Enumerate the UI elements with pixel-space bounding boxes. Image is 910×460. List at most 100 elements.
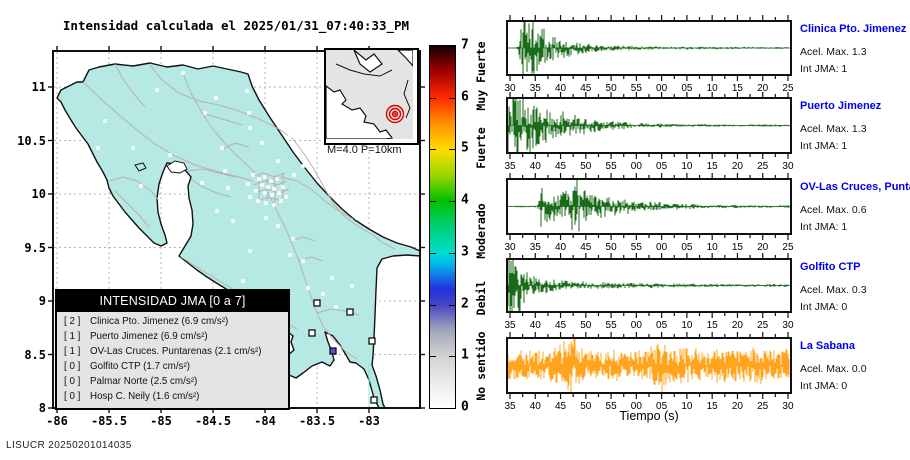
station-dot [355,216,359,220]
waveform-x-tick-label: 10 [681,161,693,172]
waveform-x-tick-label: 40 [529,320,541,331]
map-x-tick-label: -86 [46,414,68,428]
legend-intensity-bracket: [ 2 ] [64,316,81,327]
station-dot [263,191,267,195]
waveform-x-tick-label: 45 [580,83,592,94]
station-dot [254,189,258,193]
road [190,178,232,198]
waveform-x-tick-label: 25 [757,401,769,412]
station-dot [350,284,354,288]
station-dot [245,89,249,93]
station-dot [291,237,295,241]
seismogram-trace [508,339,790,392]
waveform-x-tick-label: 25 [782,83,794,94]
island [134,162,147,172]
station-dot [260,183,264,187]
road [82,81,254,182]
legend-intensity-bracket: [ 1 ] [64,330,81,342]
waveform-x-tick-label: 00 [656,242,668,253]
map-y-tick-label: 9 [38,294,46,308]
recorded-station-square [308,329,316,337]
waveform-x-tick-label: 30 [782,161,794,172]
legend-station-text: Clinica Pto. Jimenez (6.9 cm/s²) [90,316,229,327]
waveform-int-jma: Int JMA: 0 [800,380,848,392]
legend-station-text: OV-Las Cruces. Puntarenas (2.1 cm/s²) [90,345,262,357]
map-x-tick-label: -85 [150,414,172,428]
map-x-tick-label: -83 [358,414,380,428]
station-dot [279,199,283,203]
waveform-x-tick-label: 00 [656,83,668,94]
waveform-x-tick-label: 55 [630,242,642,253]
waveform-accel-max: Acel. Max. 0.0 [800,363,867,375]
station-dot [214,96,218,100]
map-y-tick-label: 8 [38,401,46,415]
waveform-x-tick-label: 40 [529,161,541,172]
station-dot [264,201,268,205]
waveform-accel-max: Acel. Max. 0.6 [800,204,867,216]
station-dot [215,209,219,213]
waveform-x-tick-label: 35 [504,161,516,172]
waveform-x-tick-label: 30 [504,83,516,94]
station-dot [276,224,280,228]
map-inset [324,48,419,145]
waveform-x-tick-label: 10 [706,242,718,253]
map-y-tick-label: 10 [31,187,46,201]
road [290,236,316,242]
colorbar-value-label: 0 [461,399,469,415]
station-dot [248,195,252,199]
intensity-colorbar [429,45,456,409]
station-dot [246,182,250,186]
colorbar-category-label: Moderado [474,203,488,259]
waveform-x-tick-label: 50 [580,320,592,331]
station-dot [200,181,204,185]
station-dot [288,253,292,257]
colorbar-category-label: Muy Fuerte [474,41,488,111]
station-dot [330,179,334,183]
station-dot [292,173,296,177]
legend-row: [ 1 ] OV-Las Cruces. Puntarenas (2.1 cm/s… [64,345,283,360]
footer-code: LISUCR 20250201014035 [6,440,132,451]
waveform-x-tick-label: 30 [782,401,794,412]
waveform-panel [506,253,792,318]
road [292,138,374,236]
legend-intensity-bracket: [ 0 ] [64,375,81,387]
colorbar-tick [430,252,436,254]
waveform-station-name: Golfito CTP [800,261,861,273]
colorbar-category-label: Fuerte [474,127,488,170]
legend-station-text: Palmar Norte (2.5 cm/s²) [90,375,198,387]
map-y-tick-label: 9.5 [24,240,46,255]
inset-border-north [335,63,393,77]
waveform-x-tick-label: 45 [554,401,567,412]
waveform-panel [506,92,792,159]
waveform-x-tick-label: 20 [731,161,743,172]
legend-row: [ 2 ] Clinica Pto. Jimenez (6.9 cm/s²) [64,315,283,330]
colorbar-tick [449,149,455,151]
station-dot [96,146,100,150]
waveform-x-tick-label: 45 [554,320,567,331]
waveform-x-tick-label: 10 [681,401,693,412]
legend-row: [ 0 ] Hosp C. Neily (1.6 cm/s²) [64,390,283,405]
waveform-x-tick-label: 00 [630,320,642,331]
station-dot [223,169,227,173]
station-dot [272,203,276,207]
colorbar-tick [430,201,436,203]
colorbar-tick [449,201,455,203]
colorbar-value-label: 3 [461,244,469,260]
station-dot [301,259,305,263]
road [186,168,236,178]
waveform-x-tick-label: 25 [757,161,769,172]
map-y-tick-label: 11 [31,80,46,94]
waveform-x-tick-label: 25 [757,320,769,331]
waveform-x-tick-label: 20 [757,242,769,253]
colorbar-tick [430,149,436,151]
waveform-x-tick-label: 10 [706,83,718,94]
inset-border-south [403,79,411,119]
station-dot [272,187,276,191]
legend-row: [ 1 ] Puerto Jimenez (6.9 cm/s²) [64,330,283,345]
station-dot [275,177,279,181]
waveform-x-tick-label: 45 [580,242,592,253]
inset-lake-nicaragua [353,49,383,73]
map-x-tick-label: -84 [254,414,276,428]
waveform-x-tick-label: 00 [630,401,642,412]
